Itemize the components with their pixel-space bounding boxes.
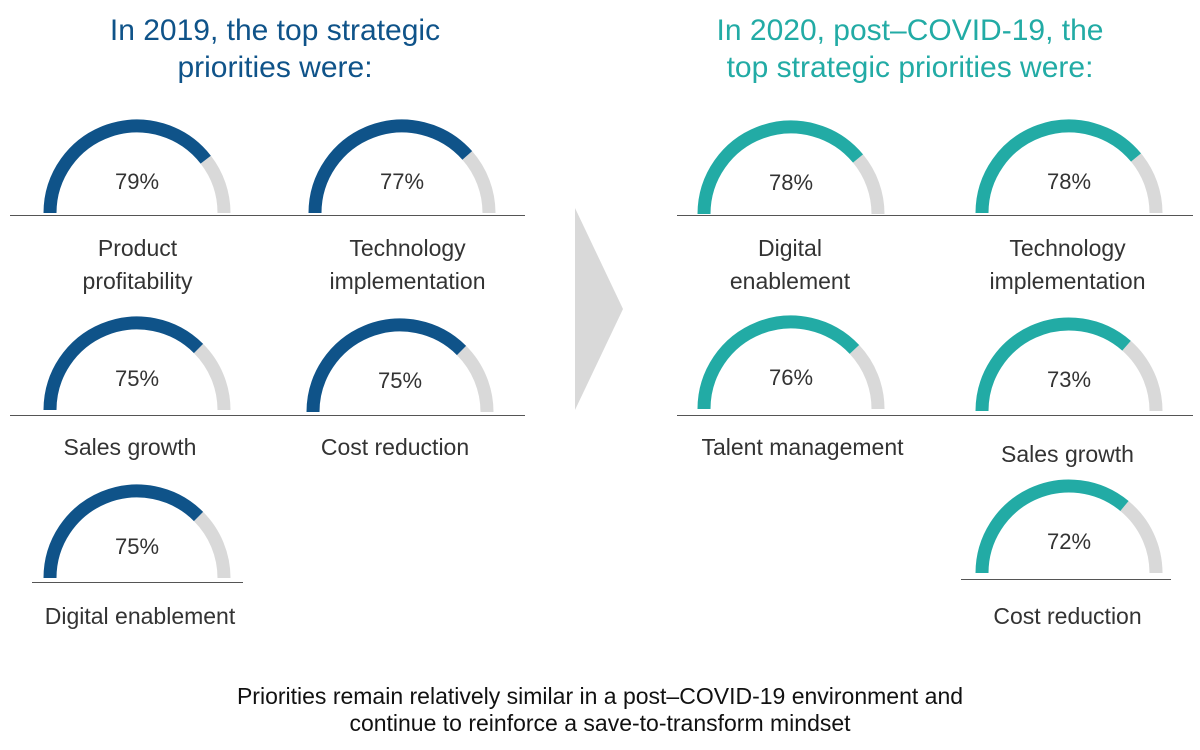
label-2020-technology-implementation: Technology implementation [940, 232, 1195, 298]
gauge-2019-cost-reduction: 75% [300, 312, 500, 413]
gauge-value-arc [43, 484, 204, 579]
gauge-remainder-arc [456, 345, 494, 413]
gauge-value-arc [308, 119, 473, 214]
label-line: Digital enablement [44, 603, 236, 629]
gauge-2020-digital-enablement: 78% [691, 114, 891, 215]
label-2019-digital-enablement: Digital enablement [10, 600, 270, 633]
label-line: implementation [329, 268, 486, 294]
gauge-2020-sales-growth: 73% [969, 311, 1169, 412]
gauge-2019-sales-growth: 75% [37, 310, 237, 411]
gauge-remainder-arc [852, 154, 885, 215]
title-2019: In 2019, the top strategic priorities we… [30, 12, 520, 86]
gauge-svg [308, 119, 496, 214]
gauge-remainder-arc [849, 344, 885, 410]
row-divider [677, 415, 1193, 416]
label-line: implementation [989, 268, 1146, 294]
gauge-percent-label: 76% [768, 365, 814, 390]
title-2020-line-2: top strategic priorities were: [726, 51, 1094, 84]
gauge-remainder-arc [1130, 153, 1163, 214]
row-divider [961, 579, 1171, 580]
gauge-2020-technology-implementation: 78% [969, 113, 1169, 214]
gauge-value-arc [43, 316, 204, 411]
gauge-remainder-arc [1122, 340, 1163, 412]
gauge-value-arc [975, 119, 1142, 214]
footer-note: Priorities remain relatively similar in … [100, 683, 1100, 737]
gauge-percent-label: 75% [377, 368, 423, 393]
gauge-svg [306, 318, 494, 413]
gauge-svg [43, 119, 231, 214]
label-line: Talent management [701, 434, 904, 460]
gauge-percent-label: 78% [1046, 169, 1092, 194]
gauge-2019-product-profitability: 79% [37, 113, 237, 214]
gauge-2019-digital-enablement: 75% [37, 478, 237, 579]
gauge-percent-label: 75% [114, 534, 160, 559]
title-2020-line-1: In 2020, post–COVID-19, the [716, 14, 1104, 47]
label-2020-sales-growth: Sales growth [945, 438, 1190, 471]
title-2019-line-1: In 2019, the top strategic [109, 14, 441, 47]
gauge-2019-technology-implementation: 77% [302, 113, 502, 214]
gauge-percent-label: 79% [114, 169, 160, 194]
gauge-value-arc [306, 318, 467, 413]
right-arrow-icon [575, 208, 623, 410]
row-divider [677, 215, 1193, 216]
label-line: Cost reduction [320, 434, 470, 460]
label-line: Cost reduction [993, 603, 1142, 629]
gauge-svg [43, 316, 231, 411]
label-2019-technology-implementation: Technology implementation [280, 232, 535, 298]
footer-line-2: continue to reinforce a save-to-transfor… [349, 710, 851, 736]
label-line: profitability [82, 268, 193, 294]
row-divider [10, 215, 525, 216]
label-2019-sales-growth: Sales growth [10, 431, 250, 464]
gauge-percent-label: 73% [1046, 367, 1092, 392]
gauge-svg [975, 479, 1163, 574]
label-line: Technology [1009, 235, 1126, 261]
gauge-svg [697, 120, 885, 215]
row-divider [10, 415, 525, 416]
label-2020-digital-enablement: Digital enablement [665, 232, 915, 298]
gauge-value-arc [975, 317, 1131, 412]
gauge-percent-label: 75% [114, 366, 160, 391]
gauge-remainder-arc [193, 511, 231, 579]
gauge-percent-label: 77% [379, 169, 425, 194]
gauge-value-arc [697, 315, 860, 410]
label-2019-cost-reduction: Cost reduction [275, 431, 515, 464]
gauge-remainder-arc [200, 155, 231, 214]
gauge-2020-cost-reduction: 72% [969, 473, 1169, 574]
gauge-remainder-arc [193, 343, 231, 411]
gauge-value-arc [975, 479, 1129, 574]
label-line: Sales growth [63, 434, 197, 460]
gauge-percent-label: 78% [768, 170, 814, 195]
title-2019-line-2: priorities were: [177, 51, 373, 84]
footer-line-1: Priorities remain relatively similar in … [236, 683, 964, 709]
label-2020-talent-management: Talent management [665, 431, 940, 464]
label-line: Technology [349, 235, 466, 261]
gauge-value-arc [697, 120, 864, 215]
gauge-remainder-arc [462, 151, 496, 214]
gauge-svg [43, 484, 231, 579]
label-line: Product [97, 235, 178, 261]
gauge-svg [975, 317, 1163, 412]
gauge-svg [697, 315, 885, 410]
label-line: Digital [758, 235, 822, 261]
gauge-remainder-arc [1120, 500, 1163, 574]
label-line: enablement [729, 268, 851, 294]
label-line: Sales growth [1001, 441, 1134, 467]
gauge-2020-talent-management: 76% [691, 309, 891, 410]
label-2020-cost-reduction: Cost reduction [945, 600, 1190, 633]
gauge-percent-label: 72% [1046, 529, 1092, 554]
title-2020: In 2020, post–COVID-19, the top strategi… [660, 12, 1160, 86]
gauge-value-arc [43, 119, 211, 214]
arrow-shape [575, 208, 623, 410]
row-divider [32, 582, 243, 583]
label-2019-product-profitability: Product profitability [10, 232, 265, 298]
gauge-svg [975, 119, 1163, 214]
